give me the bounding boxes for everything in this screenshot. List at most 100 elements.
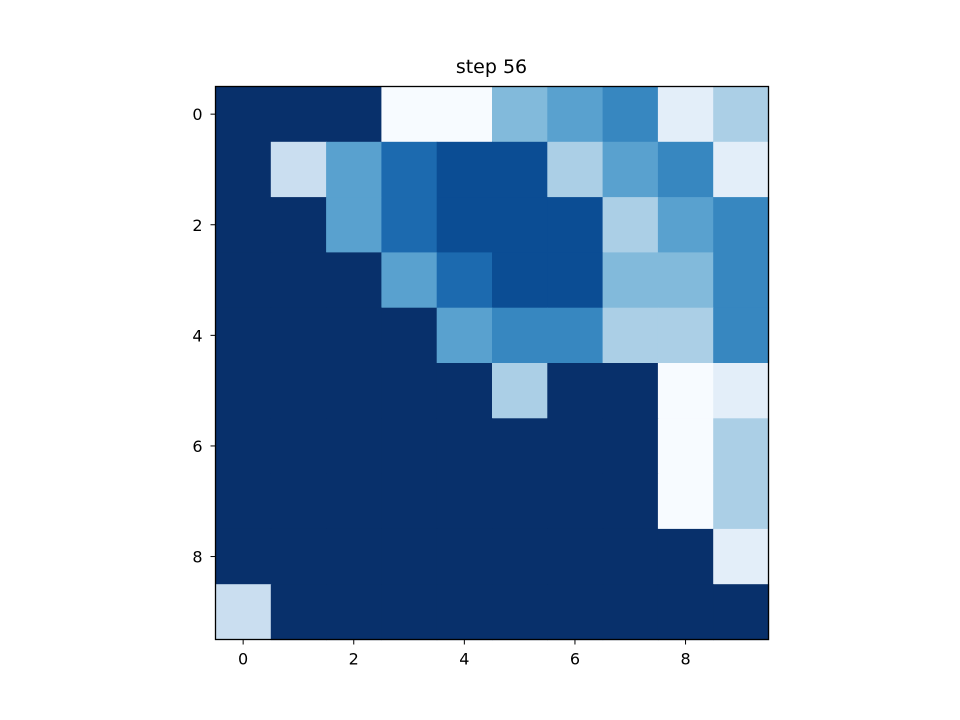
heatmap-cell-r2-c9 [713, 197, 770, 253]
y-tick-label: 8 [192, 548, 202, 567]
plot-frame [214, 85, 770, 641]
heatmap-cell-r7-c9 [713, 473, 770, 530]
heatmap-cell-r4-c0 [215, 307, 272, 364]
heatmap-cell-r9-c8 [657, 584, 714, 641]
heatmap-cell-r4-c3 [381, 307, 438, 364]
heatmap-cell-r0-c6 [547, 86, 604, 143]
heatmap-cell-r7-c1 [270, 473, 327, 530]
x-tick-label: 0 [238, 650, 248, 669]
heatmap-cell-r6-c5 [492, 418, 548, 475]
heatmap-cell-r2-c2 [326, 197, 382, 253]
heatmap-cell-r7-c6 [547, 473, 604, 530]
heatmap-cell-r8-c0 [215, 528, 272, 585]
heatmap-cell-r3-c2 [326, 252, 382, 309]
heatmap-cell-r3-c5 [492, 252, 548, 309]
heatmap-cell-r5-c0 [215, 363, 272, 419]
heatmap-cell-r1-c8 [657, 141, 714, 198]
heatmap-cell-r0-c4 [436, 86, 493, 143]
heatmap-cell-r6-c8 [657, 418, 714, 475]
y-tick-label: 2 [192, 216, 202, 235]
heatmap-cell-r0-c1 [270, 86, 327, 143]
heatmap-cell-r1-c9 [713, 141, 770, 198]
heatmap-cell-r4-c6 [547, 307, 604, 364]
heatmap-cell-r4-c1 [270, 307, 327, 364]
heatmap-cell-r8-c2 [326, 528, 382, 585]
heatmap-cell-r8-c5 [492, 528, 548, 585]
heatmap-cell-r5-c7 [602, 363, 659, 419]
heatmap-cell-r8-c7 [602, 528, 659, 585]
y-tick-label: 6 [192, 437, 202, 456]
heatmap-cell-r9-c3 [381, 584, 438, 641]
heatmap-cell-r9-c9 [713, 584, 770, 641]
heatmap-cell-r2-c6 [547, 197, 604, 253]
heatmap-cell-r3-c3 [381, 252, 438, 309]
heatmap-cell-r2-c4 [436, 197, 493, 253]
heatmap-cell-r5-c3 [381, 363, 438, 419]
heatmap-cell-r1-c3 [381, 141, 438, 198]
heatmap-cell-r0-c9 [713, 86, 770, 143]
heatmap-cell-r0-c8 [657, 86, 714, 143]
heatmap-cell-r7-c2 [326, 473, 382, 530]
heatmap-cell-r3-c9 [713, 252, 770, 309]
heatmap-cell-r6-c4 [436, 418, 493, 475]
heatmap-cell-r3-c6 [547, 252, 604, 309]
heatmap-cell-r4-c7 [602, 307, 659, 364]
heatmap-cell-r2-c7 [602, 197, 659, 253]
heatmap-cell-r6-c7 [602, 418, 659, 475]
heatmap-cell-r1-c7 [602, 141, 659, 198]
heatmap-cell-r1-c2 [326, 141, 382, 198]
x-tick-label: 6 [570, 650, 580, 669]
heatmap-cell-r7-c7 [602, 473, 659, 530]
heatmap-cell-r5-c2 [326, 363, 382, 419]
x-axis: 0 2 4 6 8 [238, 639, 691, 669]
heatmap-cell-r0-c7 [602, 86, 659, 143]
y-tick-label: 0 [192, 105, 202, 124]
heatmap-cell-r7-c3 [381, 473, 438, 530]
heatmap-cell-r4-c8 [657, 307, 714, 364]
heatmap-cell-r0-c2 [326, 86, 382, 143]
heatmap-cell-r9-c6 [547, 584, 604, 641]
heatmap-cell-r8-c4 [436, 528, 493, 585]
heatmap-cell-r7-c5 [492, 473, 548, 530]
heatmap-cell-r9-c2 [326, 584, 382, 641]
heatmap-cell-r1-c6 [547, 141, 604, 198]
heatmap-cell-r1-c4 [436, 141, 493, 198]
heatmap-cell-r9-c5 [492, 584, 548, 641]
heatmap-cell-r5-c6 [547, 363, 604, 419]
heatmap-cell-r3-c0 [215, 252, 272, 309]
heatmap-cell-r7-c0 [215, 473, 272, 530]
heatmap-cell-r1-c0 [215, 141, 272, 198]
heatmap-cell-r5-c8 [657, 363, 714, 419]
heatmap-cell-r7-c8 [657, 473, 714, 530]
heatmap-cell-r6-c1 [270, 418, 327, 475]
heatmap-cell-r3-c8 [657, 252, 714, 309]
heatmap-cell-r3-c7 [602, 252, 659, 309]
heatmap-cell-r2-c0 [215, 197, 272, 253]
heatmap-cell-r3-c4 [436, 252, 493, 309]
heatmap-cell-r6-c9 [713, 418, 770, 475]
heatmap-cell-r8-c6 [547, 528, 604, 585]
heatmap-cell-r5-c5 [492, 363, 548, 419]
heatmap-cell-r4-c4 [436, 307, 493, 364]
chart-title: step 56 [456, 56, 527, 78]
heatmap-cell-r0-c5 [492, 86, 548, 143]
heatmap-cell-r4-c2 [326, 307, 382, 364]
y-tick-label: 4 [192, 326, 202, 345]
heatmap-cell-r2-c3 [381, 197, 438, 253]
heatmap-cell-r6-c2 [326, 418, 382, 475]
heatmap-cell-r8-c9 [713, 528, 770, 585]
heatmap-cell-r9-c4 [436, 584, 493, 641]
heatmap-cell-r5-c4 [436, 363, 493, 419]
heatmap-cell-r8-c8 [657, 528, 714, 585]
heatmap-cell-r4-c5 [492, 307, 548, 364]
heatmap-cell-r2-c1 [270, 197, 327, 253]
heatmap-cell-r4-c9 [713, 307, 770, 364]
heatmap-cell-r9-c0 [215, 584, 272, 641]
heatmap-cell-r9-c1 [270, 584, 327, 641]
heatmap-cell-r7-c4 [436, 473, 493, 530]
heatmap-cell-r9-c7 [602, 584, 659, 641]
heatmap-cell-r6-c3 [381, 418, 438, 475]
x-tick-label: 8 [680, 650, 690, 669]
heatmap-cell-r1-c1 [270, 141, 327, 198]
